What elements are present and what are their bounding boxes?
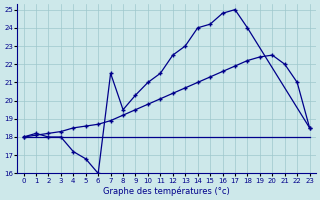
X-axis label: Graphe des températures (°c): Graphe des températures (°c) [103, 186, 230, 196]
